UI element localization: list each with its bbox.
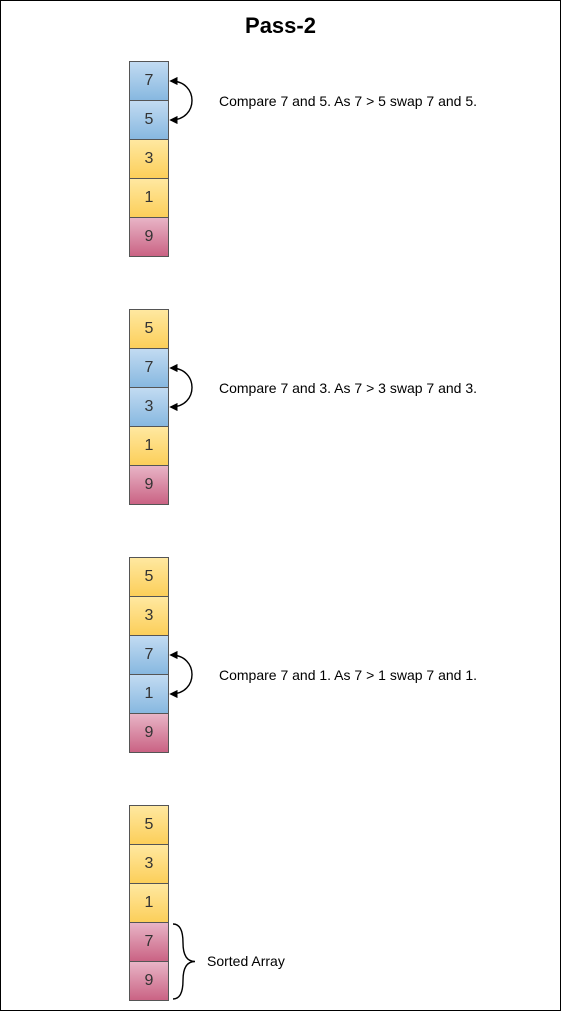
array-cell: 1 [129,178,169,218]
array-cell: 5 [129,805,169,845]
step: 53179Sorted Array [129,805,169,1001]
array-cell: 1 [129,674,169,714]
array-cell: 9 [129,713,169,753]
step-caption: Compare 7 and 3. As 7 > 3 swap 7 and 3. [219,380,477,396]
array-cell: 5 [129,557,169,597]
array-cell: 9 [129,961,169,1001]
array-cell: 7 [129,348,169,388]
step-caption: Sorted Array [207,953,285,969]
array-cell: 9 [129,217,169,257]
array-column: 53179 [129,805,169,1001]
array-cell: 7 [129,61,169,101]
array-cell: 3 [129,844,169,884]
step-caption: Compare 7 and 1. As 7 > 1 swap 7 and 1. [219,667,477,683]
array-cell: 1 [129,426,169,466]
array-cell: 7 [129,922,169,962]
array-cell: 5 [129,309,169,349]
array-column: 57319 [129,309,169,505]
array-cell: 5 [129,100,169,140]
array-column: 75319 [129,61,169,257]
array-cell: 3 [129,139,169,179]
array-column: 53719 [129,557,169,753]
step-caption: Compare 7 and 5. As 7 > 5 swap 7 and 5. [219,93,477,109]
step: 75319Compare 7 and 5. As 7 > 5 swap 7 an… [129,61,169,257]
diagram-frame: Pass-2 75319Compare 7 and 5. As 7 > 5 sw… [0,0,561,1011]
array-cell: 3 [129,596,169,636]
step: 53719Compare 7 and 1. As 7 > 1 swap 7 an… [129,557,169,753]
array-cell: 3 [129,387,169,427]
step: 57319Compare 7 and 3. As 7 > 3 swap 7 an… [129,309,169,505]
array-cell: 9 [129,465,169,505]
array-cell: 1 [129,883,169,923]
page-title: Pass-2 [1,13,560,39]
array-cell: 7 [129,635,169,675]
